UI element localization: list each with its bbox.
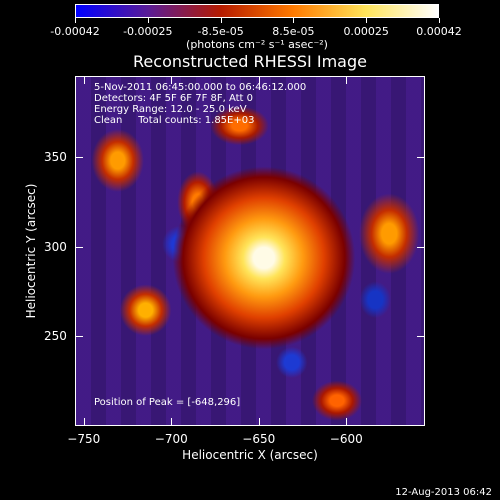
colorbar-tick-label: 8.5e-05 (272, 25, 315, 38)
x-tick (346, 76, 348, 84)
y-tick-label: 300 (44, 239, 67, 254)
x-tick (258, 76, 260, 84)
observation-info-line: Clean Total counts: 1.85E+03 (94, 115, 255, 126)
colorbar-tick-label: -0.00042 (50, 25, 100, 38)
x-tick (83, 76, 85, 84)
colorbar (75, 4, 439, 18)
y-tick-label: 350 (44, 149, 67, 164)
x-tick (171, 418, 173, 426)
y-tick (75, 246, 83, 248)
x-tick (171, 76, 173, 84)
peak-position-text: Position of Peak = [-648,296] (94, 397, 241, 408)
colorbar-tick (147, 18, 149, 23)
y-tick (417, 336, 425, 338)
colorbar-tick-label: -8.5e-05 (197, 25, 244, 38)
y-tick (417, 156, 425, 158)
colorbar-tick (293, 18, 295, 23)
chart-title: Reconstructed RHESSI Image (133, 52, 367, 71)
x-tick (346, 418, 348, 426)
x-tick-label: −650 (242, 432, 276, 446)
y-tick (417, 246, 425, 248)
y-tick (75, 336, 83, 338)
x-tick-label: −600 (329, 432, 363, 446)
observation-info-line: Detectors: 4F 5F 6F 7F 8F, Att 0 (94, 93, 254, 104)
x-tick (258, 418, 260, 426)
x-tick-label: −700 (154, 432, 188, 446)
y-tick-label: 250 (44, 329, 67, 344)
observation-info: 5-Nov-2011 06:45:00.000 to 06:46:12.000 D… (94, 82, 306, 126)
colorbar-tick (75, 18, 76, 23)
y-tick (75, 156, 83, 158)
colorbar-units: (photons cm⁻² s⁻¹ asec⁻²) (186, 38, 328, 51)
colorbar-tick (439, 18, 440, 23)
x-tick-label: −750 (67, 432, 101, 446)
y-axis-label: Heliocentric Y (arcsec) (24, 183, 38, 319)
colorbar-tick (366, 18, 368, 23)
x-tick (83, 418, 85, 426)
x-axis-label: Heliocentric X (arcsec) (182, 448, 318, 462)
colorbar-tick-label: 0.00025 (343, 25, 389, 38)
rhessi-heatmap (76, 77, 424, 425)
plot-area (75, 76, 425, 426)
colorbar-tick-label: -0.00025 (123, 25, 173, 38)
colorbar-tick-label: 0.00042 (416, 25, 462, 38)
observation-info-line: Energy Range: 12.0 - 25.0 keV (94, 104, 247, 115)
observation-info-line: 5-Nov-2011 06:45:00.000 to 06:46:12.000 (94, 82, 307, 93)
colorbar-tick (220, 18, 222, 23)
footer-date: 12-Aug-2013 06:42 (395, 487, 492, 498)
